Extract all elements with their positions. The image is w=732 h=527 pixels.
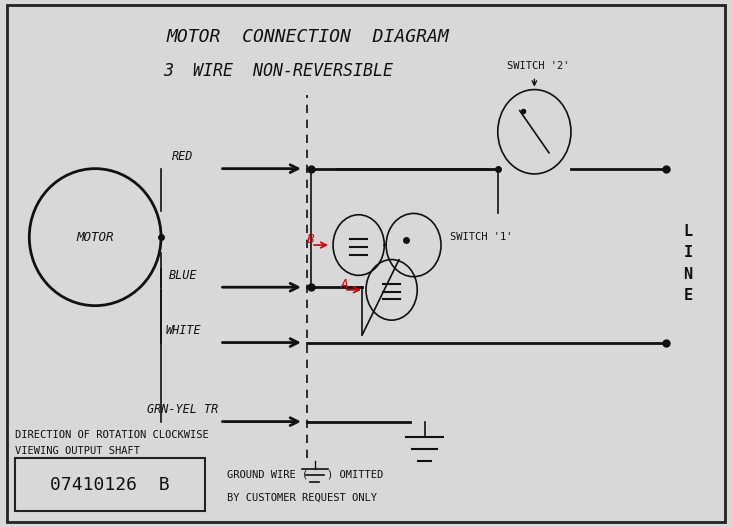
Text: BLUE: BLUE [169,269,197,282]
Text: WHITE: WHITE [165,324,201,337]
Text: MOTOR  CONNECTION  DIAGRAM: MOTOR CONNECTION DIAGRAM [166,28,449,46]
FancyBboxPatch shape [7,5,725,522]
Text: N: N [684,267,692,281]
Text: 07410126  B: 07410126 B [50,476,170,494]
Text: A: A [340,278,348,291]
Text: L: L [684,225,692,239]
Text: I: I [684,246,692,260]
Text: MOTOR: MOTOR [76,231,114,243]
Text: SWITCH '1': SWITCH '1' [450,232,512,242]
Text: GRN-YEL TR: GRN-YEL TR [147,403,219,416]
Text: E: E [684,288,692,302]
Text: RED: RED [172,150,194,163]
Text: 3  WIRE  NON-REVERSIBLE: 3 WIRE NON-REVERSIBLE [163,62,393,80]
Text: DIRECTION OF ROTATION CLOCKWISE: DIRECTION OF ROTATION CLOCKWISE [15,430,209,440]
FancyBboxPatch shape [15,458,205,511]
Text: B: B [307,233,315,246]
Text: GROUND WIRE (   ) OMITTED: GROUND WIRE ( ) OMITTED [227,470,383,479]
Text: SWITCH '2': SWITCH '2' [507,61,569,71]
Text: BY CUSTOMER REQUEST ONLY: BY CUSTOMER REQUEST ONLY [227,493,377,503]
Text: VIEWING OUTPUT SHAFT: VIEWING OUTPUT SHAFT [15,446,140,455]
